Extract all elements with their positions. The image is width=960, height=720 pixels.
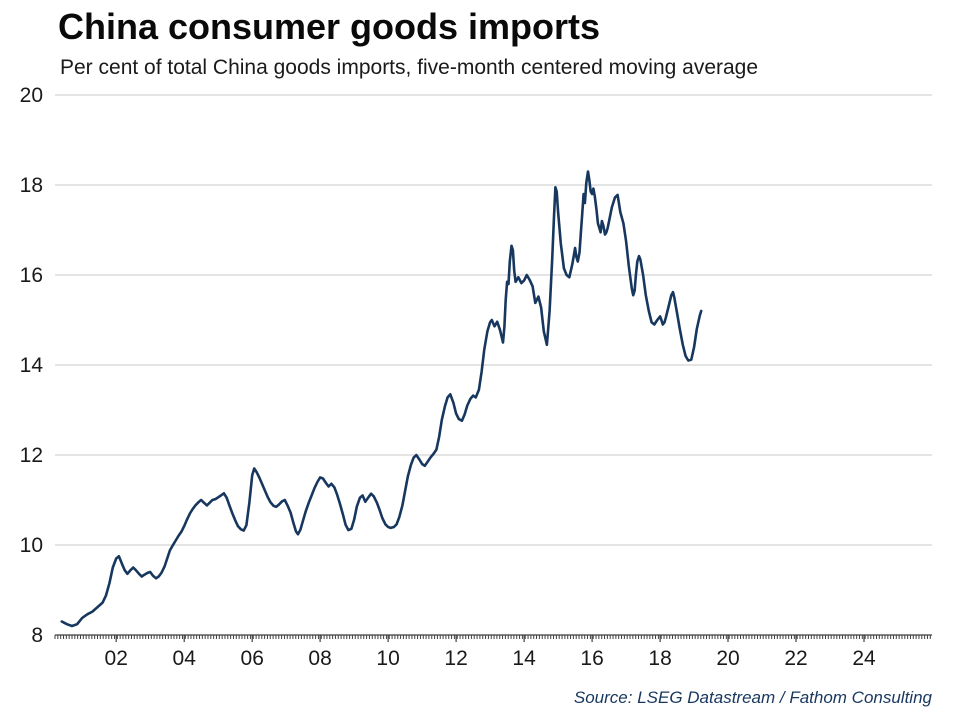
x-tick-label: 16 bbox=[580, 647, 603, 670]
series-line bbox=[60, 170, 703, 628]
y-tick-label: 14 bbox=[20, 354, 44, 377]
x-tick-label: 20 bbox=[716, 647, 739, 670]
x-tick-label: 10 bbox=[376, 647, 399, 670]
x-tick-label: 14 bbox=[512, 647, 536, 670]
x-tick-label: 18 bbox=[648, 647, 671, 670]
x-tick-label: 08 bbox=[308, 647, 331, 670]
x-tick-label: 06 bbox=[241, 647, 264, 670]
chart-subtitle: Per cent of total China goods imports, f… bbox=[60, 56, 759, 79]
y-tick-label: 12 bbox=[20, 444, 43, 467]
y-tick-label: 18 bbox=[20, 174, 43, 197]
x-tick-label: 12 bbox=[444, 647, 467, 670]
x-tick-label: 24 bbox=[852, 647, 876, 670]
y-tick-label: 16 bbox=[20, 264, 43, 287]
x-tick-label: 04 bbox=[173, 647, 197, 670]
x-tick-label: 22 bbox=[784, 647, 807, 670]
y-tick-label: 8 bbox=[31, 624, 43, 647]
source-caption: Source: LSEG Datastream / Fathom Consult… bbox=[573, 688, 932, 707]
x-tick-label: 02 bbox=[105, 647, 128, 670]
chart-title: China consumer goods imports bbox=[58, 6, 601, 47]
y-tick-label: 20 bbox=[20, 84, 43, 107]
y-tick-label: 10 bbox=[20, 534, 43, 557]
